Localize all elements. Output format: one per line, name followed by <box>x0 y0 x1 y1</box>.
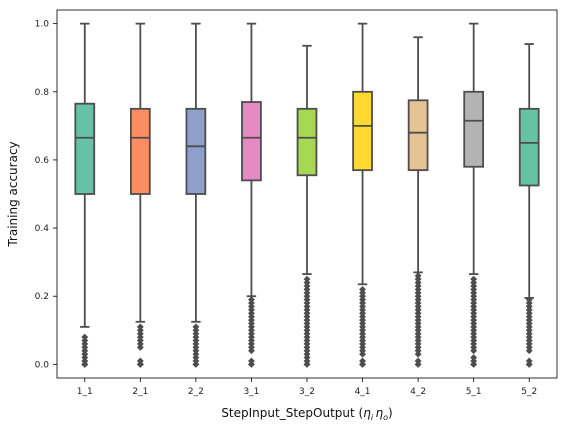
outlier-point <box>414 272 422 280</box>
box-iqr <box>407 99 429 172</box>
outlier-point <box>248 296 255 304</box>
axis-ticks: 0.0 0.2 0.4 0.6 0.8 1.0 1_1 2_1 2_2 3_1 3_2 4_1 4_2 5… <box>35 20 538 397</box>
outlier-point <box>470 354 478 361</box>
box-iqr <box>74 102 96 195</box>
y-tick-label: 0.6 <box>35 156 50 166</box>
box-group-2_2 <box>185 22 207 368</box>
plot-area <box>74 22 540 368</box>
outlier-point <box>414 357 422 365</box>
x-tick-label: 2_1 <box>132 387 148 397</box>
outlier-point <box>359 285 366 293</box>
box-iqr <box>241 101 262 182</box>
x-axis-label-eta-o: η <box>375 406 383 420</box>
y-tick-label: 1.0 <box>35 20 50 30</box>
y-tick-label: 0.2 <box>35 292 49 302</box>
box-group-3_1 <box>241 22 262 368</box>
y-axis-label: Training accuracy <box>6 141 20 247</box>
box-group-4_2 <box>407 36 429 368</box>
box-iqr <box>518 107 540 187</box>
x-axis-label-eta-i: η <box>363 406 371 420</box>
x-tick-label: 3_2 <box>299 387 315 397</box>
outlier-point <box>136 323 144 331</box>
y-tick-label: 0.4 <box>35 224 50 234</box>
x-tick-label: 2_2 <box>188 387 204 397</box>
x-axis-label-close: ) <box>388 406 393 420</box>
x-tick-label: 4_1 <box>355 387 371 397</box>
box-iqr <box>352 90 373 172</box>
y-tick-label: 0.0 <box>35 360 50 370</box>
outlier-point <box>303 275 311 283</box>
box-group-4_1 <box>352 22 373 368</box>
x-axis-label: StepInput_StepOutput (ηi ηo) <box>221 406 392 422</box>
x-axis-label-sub-o: o <box>383 413 388 422</box>
box-iqr <box>296 107 318 177</box>
x-tick-label: 5_1 <box>466 387 482 397</box>
outlier-point <box>525 296 533 304</box>
box-group-5_2 <box>518 43 540 368</box>
outlier-point <box>525 357 533 365</box>
outlier-point <box>192 323 200 331</box>
outlier-point <box>81 333 89 341</box>
box-iqr <box>463 90 485 168</box>
y-tick-label: 0.8 <box>35 88 50 98</box>
outlier-point <box>359 357 366 365</box>
box-group-2_1 <box>129 22 151 368</box>
box-iqr <box>129 107 151 195</box>
x-axis-label-text: StepInput_StepOutput ( <box>221 406 363 420</box>
box-group-1_1 <box>74 22 96 368</box>
outlier-point <box>470 275 478 283</box>
outlier-point <box>248 357 255 365</box>
x-axis-label-sub-i: i <box>371 413 374 422</box>
outlier-point <box>136 357 144 365</box>
box-group-3_2 <box>296 44 318 368</box>
box-iqr <box>185 107 207 195</box>
x-tick-label: 1_1 <box>77 387 93 397</box>
box-group-5_1 <box>463 22 485 368</box>
x-tick-label: 4_2 <box>410 387 426 397</box>
x-tick-label: 3_1 <box>243 387 259 397</box>
x-tick-label: 5_2 <box>521 387 537 397</box>
